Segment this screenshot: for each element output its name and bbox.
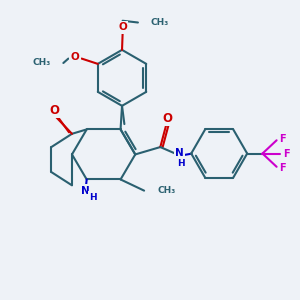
Text: O: O xyxy=(49,104,59,117)
Text: H: H xyxy=(89,193,97,202)
Text: CH₃: CH₃ xyxy=(150,18,169,27)
Text: F: F xyxy=(279,134,286,144)
Text: H: H xyxy=(177,159,185,168)
Text: N: N xyxy=(175,148,184,158)
Text: O: O xyxy=(162,112,172,125)
Text: N: N xyxy=(81,186,90,196)
Text: F: F xyxy=(283,148,289,158)
Text: O: O xyxy=(118,22,127,32)
Text: CH₃: CH₃ xyxy=(158,186,175,195)
Text: O: O xyxy=(71,52,80,62)
Text: CH₃: CH₃ xyxy=(33,58,51,68)
Text: F: F xyxy=(279,163,286,173)
